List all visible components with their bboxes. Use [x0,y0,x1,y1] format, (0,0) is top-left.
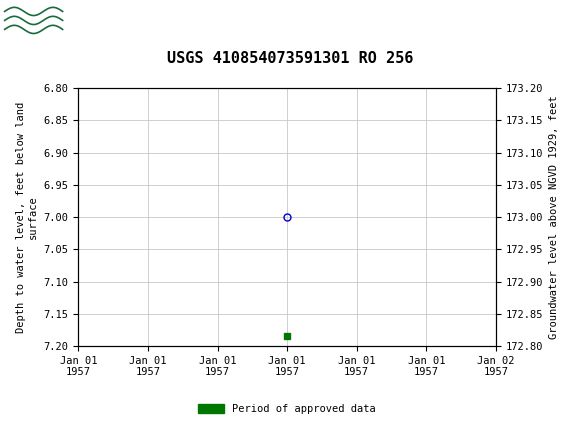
Bar [2,3,66,38]
Text: USGS 410854073591301 RO 256: USGS 410854073591301 RO 256 [167,51,413,65]
Y-axis label: Groundwater level above NGVD 1929, feet: Groundwater level above NGVD 1929, feet [549,95,559,339]
Y-axis label: Depth to water level, feet below land
surface: Depth to water level, feet below land su… [16,101,38,333]
Legend: Period of approved data: Period of approved data [194,400,380,418]
Text: USGS: USGS [72,11,132,30]
